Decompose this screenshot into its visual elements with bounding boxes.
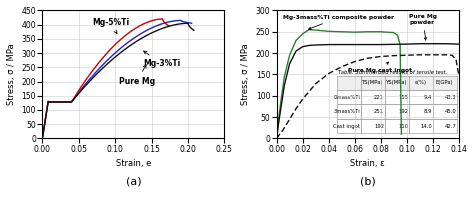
Text: Table. Summarized results of tensile test.: Table. Summarized results of tensile tes… — [338, 70, 448, 75]
Text: Pure Mg: Pure Mg — [119, 65, 155, 85]
Text: (a): (a) — [126, 177, 141, 187]
Text: Mg-5%Ti: Mg-5%Ti — [92, 18, 129, 33]
Text: Pure Mg cast ingot: Pure Mg cast ingot — [348, 62, 412, 73]
Text: (b): (b) — [360, 177, 375, 187]
Text: Mg-3%Ti: Mg-3%Ti — [143, 51, 180, 68]
Y-axis label: Stress, σ / MPa: Stress, σ / MPa — [7, 44, 16, 105]
X-axis label: Strain, e: Strain, e — [116, 159, 151, 168]
X-axis label: Strain, ε: Strain, ε — [350, 159, 385, 168]
Y-axis label: Stress, σ / MPa: Stress, σ / MPa — [241, 44, 250, 105]
Text: Pure Mg
powder: Pure Mg powder — [409, 14, 437, 40]
Text: Mg-3mass%Ti composite powder: Mg-3mass%Ti composite powder — [283, 15, 394, 29]
